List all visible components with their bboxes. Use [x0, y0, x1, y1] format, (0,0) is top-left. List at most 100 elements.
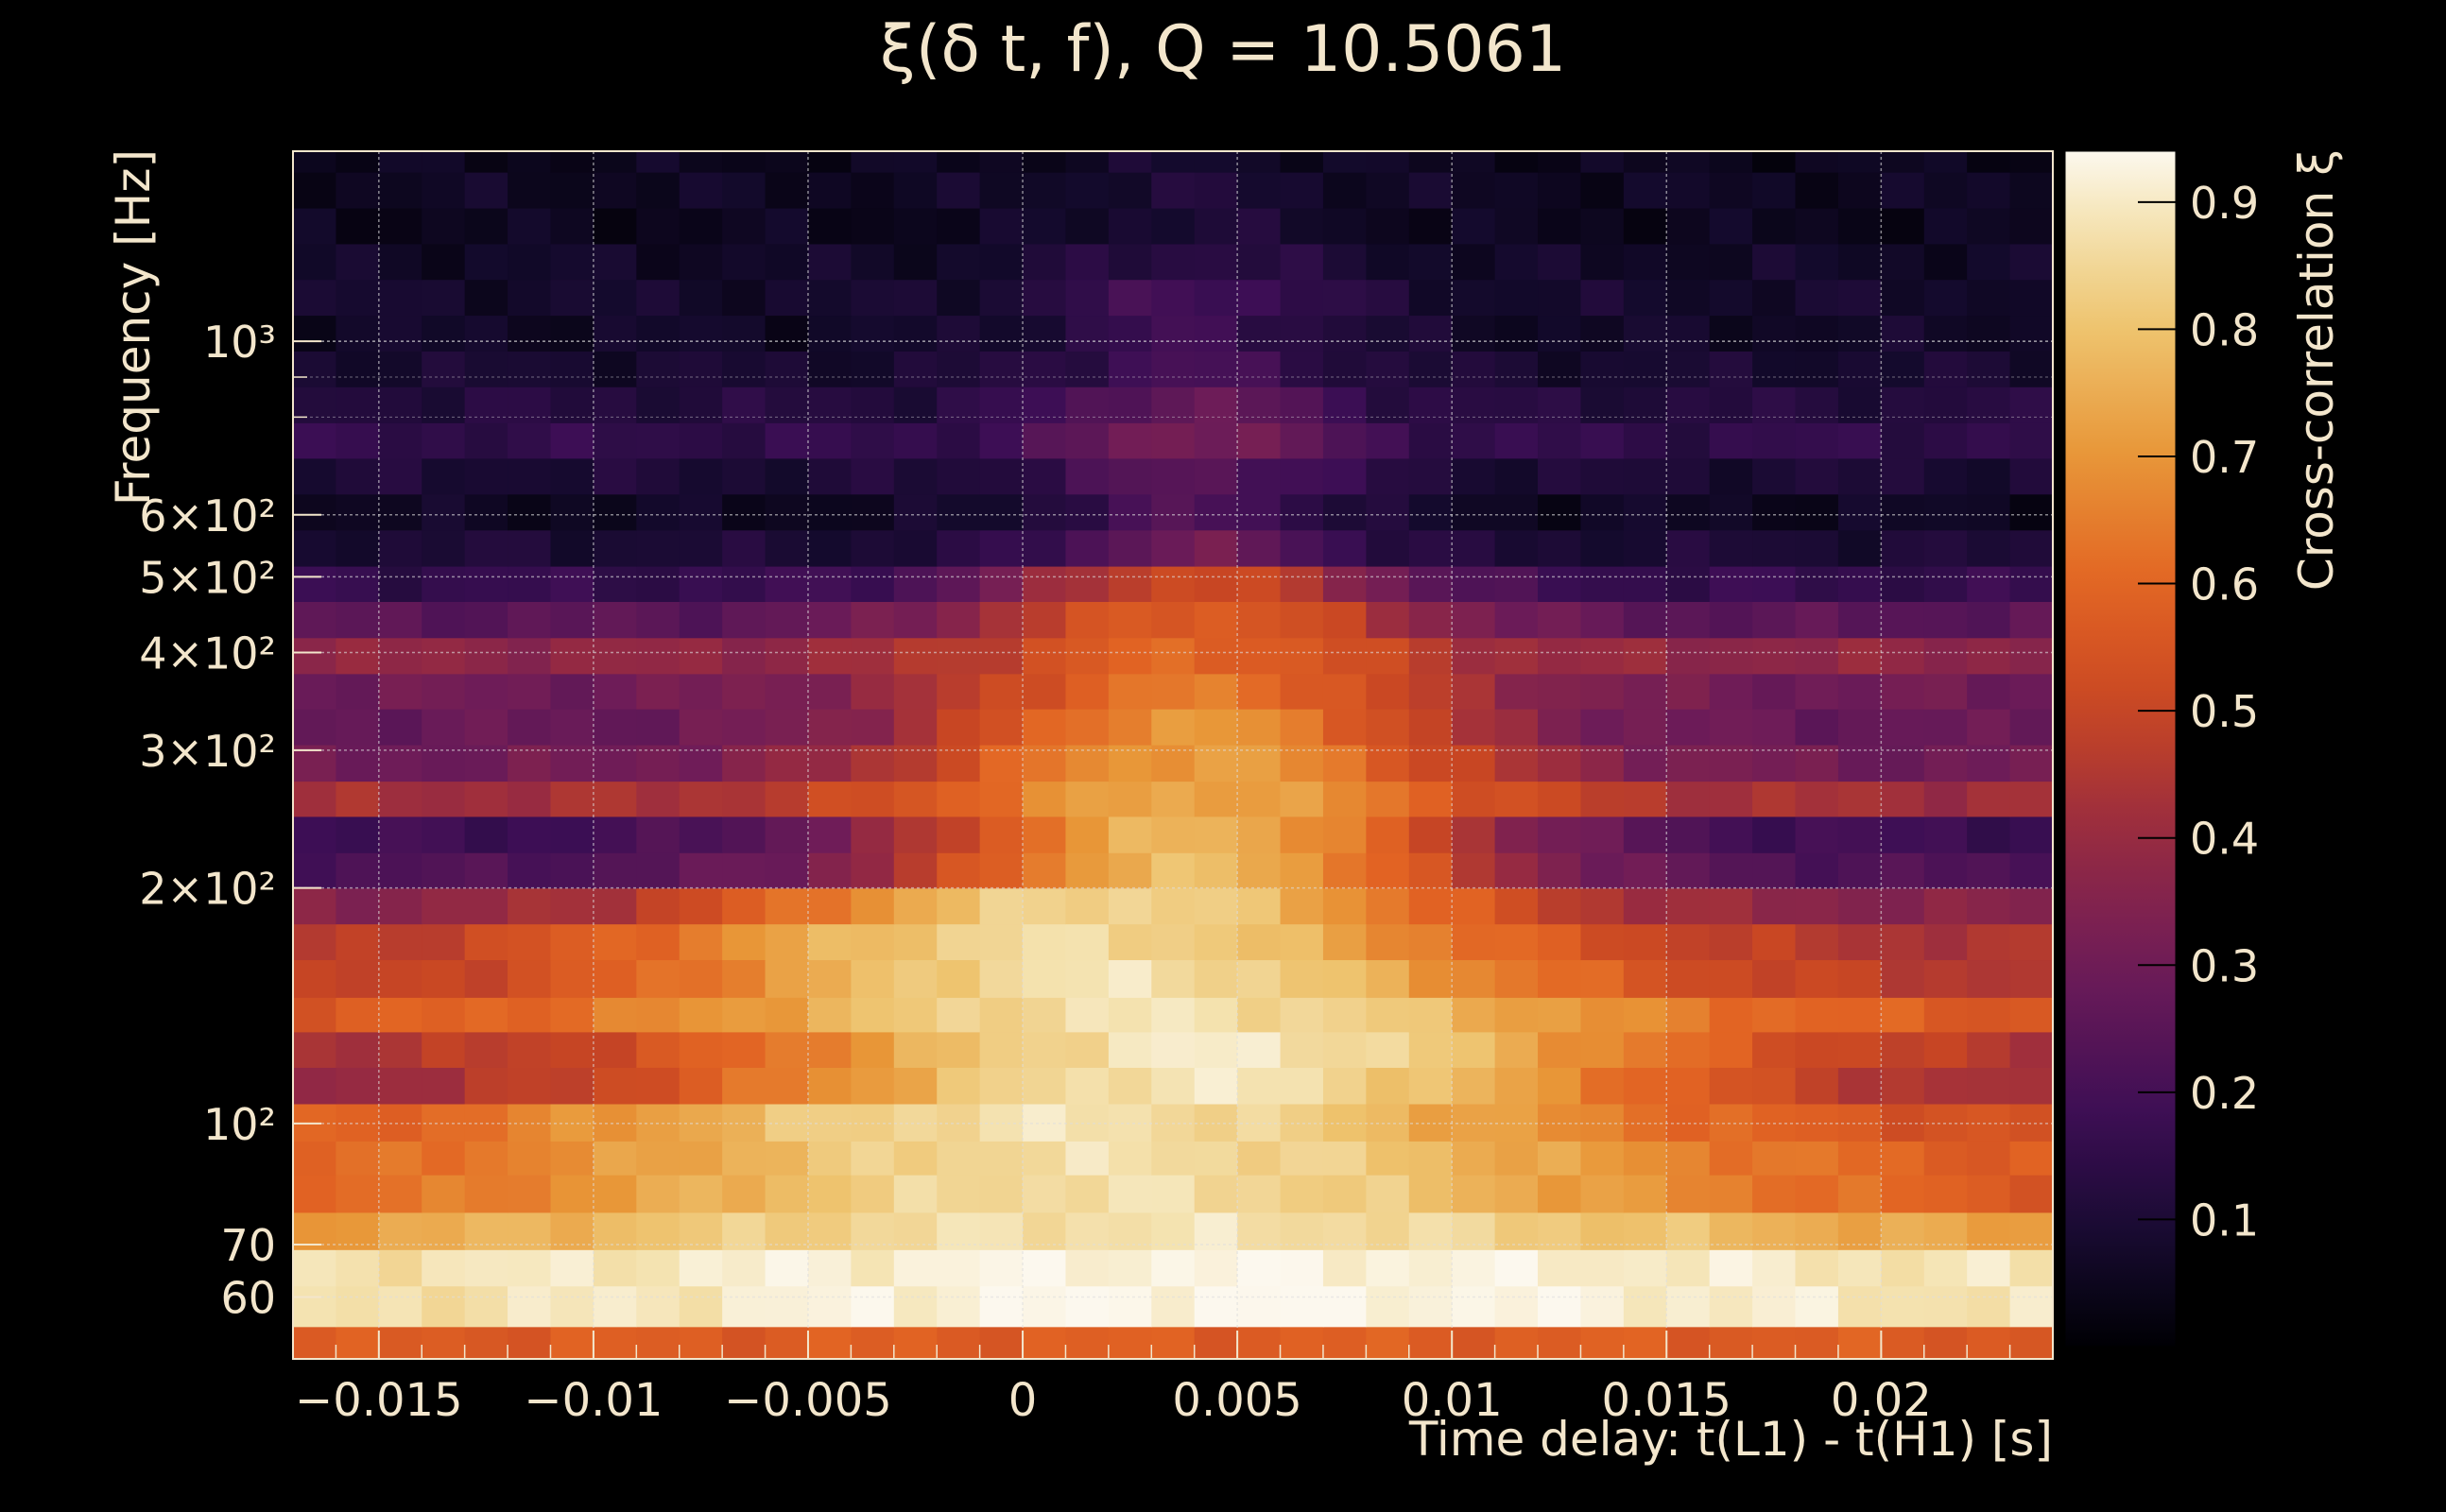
- y-tick-label: 10²: [203, 1099, 276, 1150]
- heatmap-cell: [807, 816, 852, 853]
- heatmap-cell: [1538, 1031, 1582, 1068]
- heatmap-cell: [1065, 601, 1110, 639]
- heatmap-cell: [1151, 172, 1196, 209]
- heatmap-cell: [1408, 207, 1453, 245]
- heatmap-cell: [1023, 422, 1067, 459]
- heatmap-cell: [2009, 207, 2054, 245]
- heatmap-cell: [1580, 351, 1625, 387]
- heatmap-cell: [937, 565, 981, 602]
- y-tick-label: 6×10²: [139, 490, 276, 541]
- heatmap-cell: [1194, 1211, 1238, 1250]
- heatmap-cell: [1881, 351, 1925, 387]
- heatmap-cell: [979, 172, 1024, 209]
- heatmap-cell: [1452, 709, 1496, 746]
- heatmap-cell: [1023, 1141, 1067, 1176]
- heatmap-cell: [1194, 493, 1238, 531]
- heatmap-cell: [2009, 243, 2054, 281]
- heatmap-cell: [1408, 781, 1453, 817]
- heatmap-cell: [1194, 1249, 1238, 1287]
- heatmap-cell: [1322, 207, 1367, 245]
- heatmap-cell: [1881, 315, 1925, 352]
- heatmap-cell: [636, 151, 680, 173]
- heatmap-cell: [550, 1211, 594, 1250]
- heatmap-cell: [1322, 1031, 1367, 1068]
- heatmap-cell: [1237, 1326, 1282, 1360]
- heatmap-cell: [550, 1103, 594, 1142]
- heatmap-cell: [679, 673, 723, 710]
- heatmap-cell: [378, 1175, 422, 1213]
- heatmap-cell: [1322, 351, 1367, 387]
- heatmap-cell: [1837, 709, 1882, 746]
- heatmap-cell: [893, 997, 938, 1033]
- heatmap-cell: [1237, 637, 1282, 675]
- heatmap-cell: [1108, 1031, 1152, 1068]
- heatmap-cell: [1023, 1031, 1067, 1068]
- heatmap-cell: [1408, 1031, 1453, 1068]
- heatmap-cell: [1237, 959, 1282, 998]
- heatmap-cell: [1580, 1249, 1625, 1287]
- heatmap-cell: [2009, 1141, 2054, 1176]
- y-tick-label: 4×10²: [139, 628, 276, 679]
- heatmap-cell: [378, 852, 422, 889]
- heatmap-cell: [1538, 959, 1582, 998]
- heatmap-cell: [336, 816, 380, 853]
- heatmap-cell: [1666, 923, 1711, 961]
- heatmap-cell: [464, 1249, 508, 1287]
- heatmap-cell: [378, 1067, 422, 1105]
- heatmap-cell: [1623, 493, 1667, 531]
- heatmap-cell: [1065, 673, 1110, 710]
- heatmap-cell: [893, 1103, 938, 1142]
- heatmap-cell: [1065, 852, 1110, 889]
- heatmap-cell: [893, 1031, 938, 1068]
- heatmap-cell: [508, 422, 552, 459]
- heatmap-cell: [1280, 529, 1324, 567]
- heatmap-cell: [722, 1285, 767, 1328]
- heatmap-cell: [508, 923, 552, 961]
- heatmap-cell: [1881, 565, 1925, 602]
- heatmap-cell: [422, 959, 466, 998]
- heatmap-cell: [1194, 852, 1238, 889]
- heatmap-cell: [979, 709, 1024, 746]
- heatmap-cell: [378, 529, 422, 567]
- heatmap-cell: [1322, 493, 1367, 531]
- heatmap-cell: [1237, 315, 1282, 352]
- heatmap-cell: [1623, 852, 1667, 889]
- heatmap-cell: [2009, 493, 2054, 531]
- heatmap-cell: [464, 673, 508, 710]
- heatmap-cell: [1237, 1067, 1282, 1105]
- heatmap-cell: [1538, 997, 1582, 1033]
- heatmap-cell: [593, 315, 637, 352]
- heatmap-cell: [1881, 781, 1925, 817]
- heatmap-cell: [1923, 315, 1968, 352]
- heatmap-cell: [1108, 315, 1152, 352]
- heatmap-cell: [550, 151, 594, 173]
- heatmap-cell: [1923, 243, 1968, 281]
- heatmap-cell: [1023, 1067, 1067, 1105]
- heatmap-cell: [979, 315, 1024, 352]
- heatmap-cell: [1623, 959, 1667, 998]
- heatmap-cell: [1322, 959, 1367, 998]
- heatmap-cell: [464, 565, 508, 602]
- heatmap-cell: [636, 493, 680, 531]
- heatmap-cell: [1666, 959, 1711, 998]
- heatmap-cell: [1494, 1285, 1539, 1328]
- heatmap-cell: [1237, 1141, 1282, 1176]
- heatmap-cell: [336, 422, 380, 459]
- heatmap-cell: [1408, 1141, 1453, 1176]
- heatmap-cell: [1666, 1285, 1711, 1328]
- heatmap-cell: [1065, 1326, 1110, 1360]
- heatmap-cell: [636, 387, 680, 423]
- heatmap-cell: [1322, 1175, 1367, 1213]
- heatmap-cell: [1194, 565, 1238, 602]
- heatmap-cell: [422, 565, 466, 602]
- heatmap-cell: [1881, 1103, 1925, 1142]
- heatmap-cell: [1923, 816, 1968, 853]
- heatmap-cell: [1538, 887, 1582, 925]
- heatmap-cell: [979, 923, 1024, 961]
- heatmap-cell: [1065, 243, 1110, 281]
- heatmap-cell: [1709, 151, 1753, 173]
- heatmap-cell: [1452, 172, 1496, 209]
- heatmap-cell: [1881, 1249, 1925, 1287]
- heatmap-cell: [1408, 816, 1453, 853]
- heatmap-cell: [464, 243, 508, 281]
